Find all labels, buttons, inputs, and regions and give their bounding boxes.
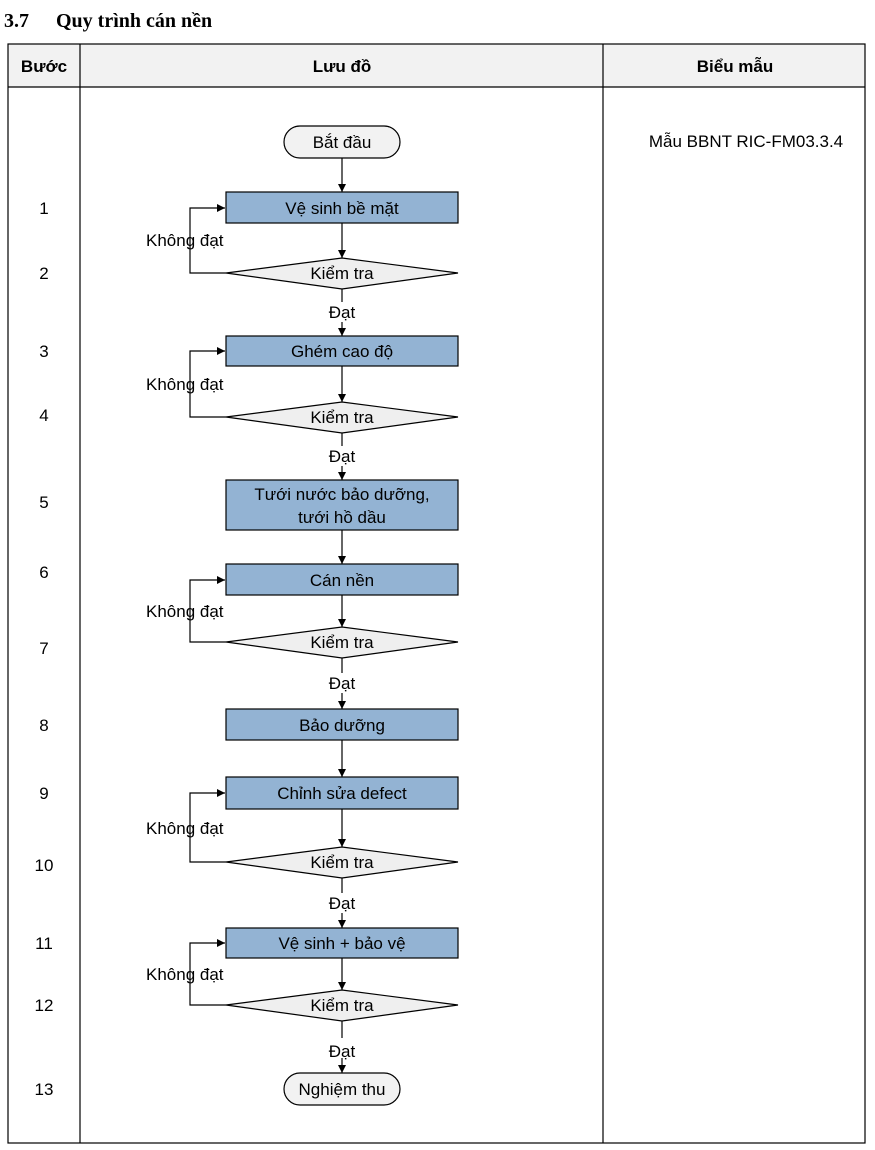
decision-diamond (225, 401, 459, 434)
step-number: 1 (39, 199, 48, 218)
process-box (225, 335, 459, 367)
decision-diamond (225, 846, 459, 879)
fail-loop-arrow (189, 204, 226, 274)
start-terminal (283, 125, 401, 159)
step-number: 13 (35, 1080, 54, 1099)
pass-label: Đạt (329, 303, 356, 322)
fail-labels: Không đạt Không đạt Không đạt Không đạt … (146, 231, 224, 984)
process-label: Vệ sinh + bảo vệ (278, 934, 405, 953)
process-label: Vệ sinh bề mặt (285, 199, 399, 218)
fail-loop-arrow (189, 939, 226, 1006)
decision-label: Kiểm tra (310, 264, 374, 283)
header-step: Bước (21, 57, 67, 76)
fail-label: Không đạt (146, 231, 224, 250)
fail-loop-arrow (189, 789, 226, 863)
pass-label: Đạt (329, 894, 356, 913)
pass-label: Đạt (329, 1042, 356, 1061)
decision-diamond (225, 989, 459, 1022)
end-label: Nghiệm thu (299, 1080, 386, 1099)
step-number: 9 (39, 784, 48, 803)
step-number: 5 (39, 493, 48, 512)
decision-diamond (225, 257, 459, 290)
process-box (225, 927, 459, 959)
pass-label: Đạt (329, 447, 356, 466)
end-terminal (283, 1072, 401, 1106)
process-box (225, 776, 459, 810)
step-number: 8 (39, 716, 48, 735)
process-label-line2: tưới hồ dầu (298, 508, 386, 527)
step-number: 4 (39, 406, 48, 425)
process-label: Chỉnh sửa defect (277, 784, 407, 803)
process-box (225, 563, 459, 596)
pass-labels: Đạt Đạt Đạt Đạt Đạt (329, 303, 356, 1061)
step-number: 6 (39, 563, 48, 582)
decision-shapes (225, 257, 459, 1022)
step-number: 3 (39, 342, 48, 361)
process-label: Tưới nước bảo dưỡng, (254, 485, 429, 504)
header-flow: Lưu đồ (313, 57, 372, 76)
fail-loop-arrow (189, 576, 226, 643)
decision-label: Kiểm tra (310, 853, 374, 872)
step-number: 2 (39, 264, 48, 283)
step-number: 7 (39, 639, 48, 658)
fail-label: Không đạt (146, 375, 224, 394)
flow-connectors (189, 158, 346, 1073)
process-label: Bảo dưỡng (299, 716, 385, 735)
process-label: Cán nền (310, 571, 374, 590)
header-form: Biểu mẫu (697, 57, 774, 76)
step-number: 12 (35, 996, 54, 1015)
process-label: Ghém cao độ (291, 342, 393, 361)
decision-label: Kiểm tra (310, 996, 374, 1015)
step-numbers: 1 2 3 4 5 6 7 8 9 10 11 12 13 (35, 199, 54, 1099)
shape-labels: Vệ sinh bề mặt Kiểm tra Ghém cao độ Kiểm… (254, 199, 429, 1015)
form-entry: Mẫu BBNT RIC-FM03.3.4 (649, 132, 843, 151)
section-heading: 3.7 Quy trình cán nền (4, 10, 212, 33)
section-title: Quy trình cán nền (56, 10, 213, 32)
step-number: 10 (35, 856, 54, 875)
fail-loop-arrow (189, 347, 226, 418)
pass-label: Đạt (329, 674, 356, 693)
table-border (7, 43, 866, 1144)
fail-label: Không đạt (146, 819, 224, 838)
decision-label: Kiểm tra (310, 408, 374, 427)
decision-label: Kiểm tra (310, 633, 374, 652)
decision-diamond (225, 626, 459, 659)
fail-label: Không đạt (146, 602, 224, 621)
fail-label: Không đạt (146, 965, 224, 984)
step-number: 11 (35, 934, 53, 953)
process-box (225, 708, 459, 741)
process-boxes (225, 191, 459, 959)
start-label: Bắt đầu (313, 133, 372, 152)
section-number: 3.7 (4, 10, 29, 32)
table-header-background (8, 44, 865, 87)
process-box (225, 191, 459, 224)
process-box (225, 479, 459, 531)
